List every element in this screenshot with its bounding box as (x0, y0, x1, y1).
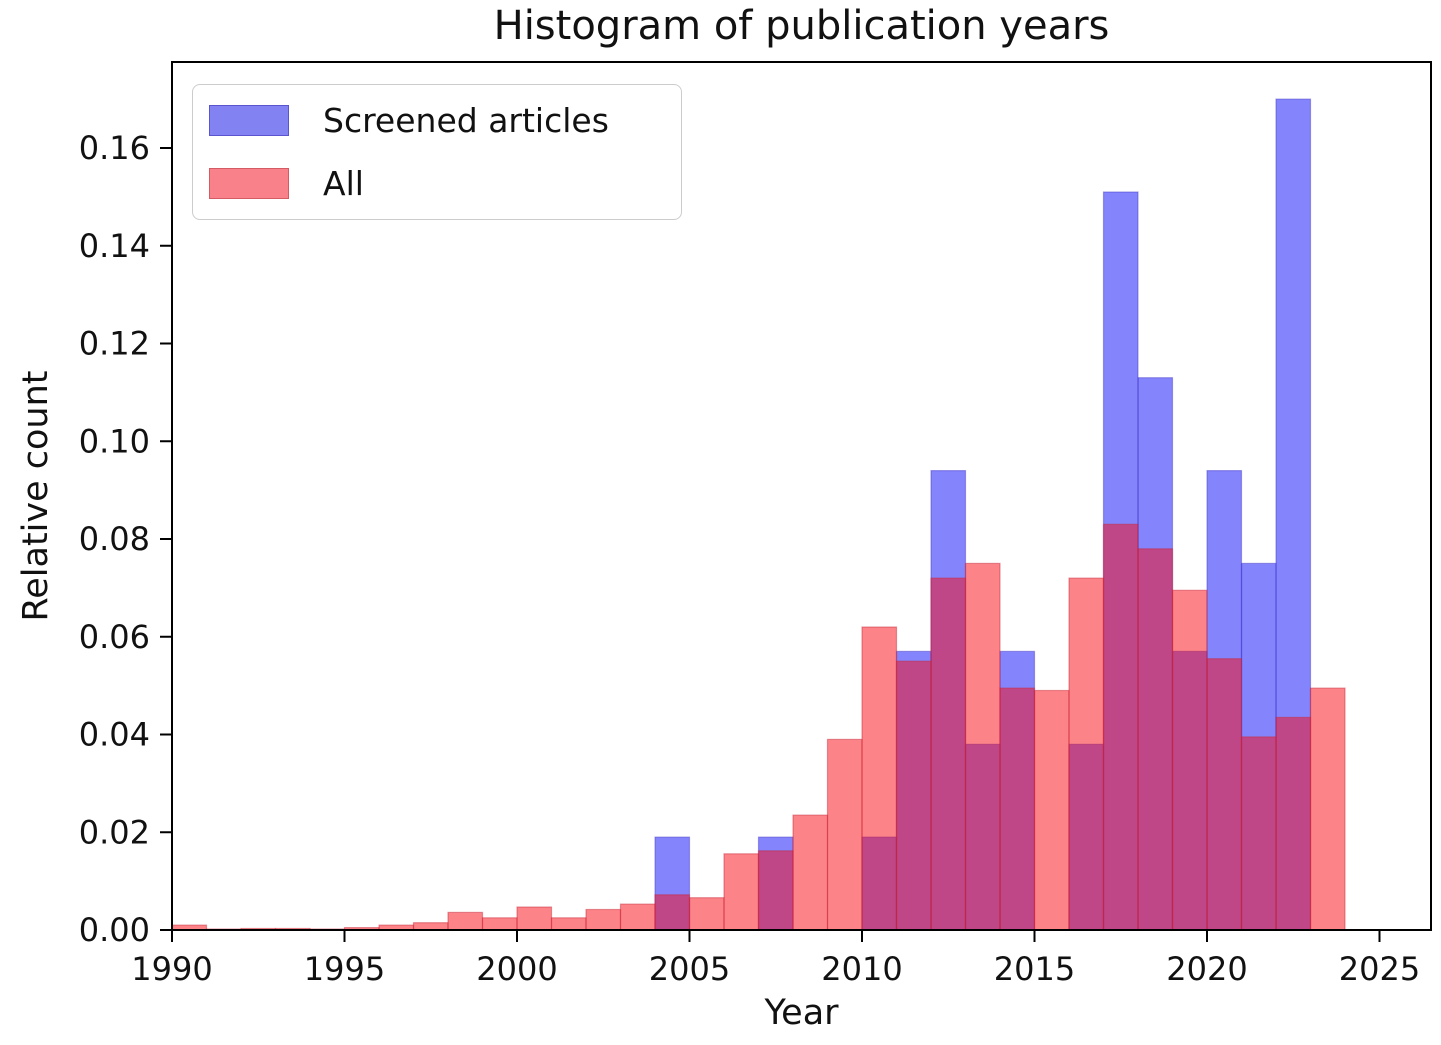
legend-swatch-screened-icon (209, 105, 289, 136)
y-tick-label-0.10: 0.10 (79, 422, 150, 460)
x-tick-label-2010: 2010 (821, 950, 902, 988)
y-tick-label-0.14: 0.14 (79, 227, 150, 265)
x-tick-label-2015: 2015 (994, 950, 1075, 988)
bar-all-2011 (895, 660, 932, 931)
bar-all-2021 (1240, 736, 1277, 931)
bar-all-1997 (412, 922, 449, 931)
bar-all-2012 (930, 577, 967, 931)
legend-item-all: All (209, 167, 681, 200)
bar-all-2013 (964, 562, 1001, 931)
bar-all-2019 (1171, 589, 1208, 931)
y-tick-label-0.00: 0.00 (79, 911, 150, 949)
bar-all-1998 (447, 911, 484, 931)
y-tick-label-0.04: 0.04 (79, 716, 150, 754)
bar-all-2006 (723, 853, 760, 931)
bar-all-2022 (1275, 716, 1312, 931)
x-tick-label-2000: 2000 (476, 950, 557, 988)
x-tick-label-2025: 2025 (1339, 950, 1420, 988)
x-tick-label-1990: 1990 (131, 950, 212, 988)
legend-swatch-all-icon (209, 168, 289, 199)
bar-all-2007 (757, 850, 794, 931)
bar-all-2014 (999, 687, 1036, 931)
chart-title: Histogram of publication years (493, 3, 1110, 49)
bar-all-2008 (792, 814, 829, 931)
x-tick-label-2005: 2005 (649, 950, 730, 988)
bar-all-2023 (1309, 687, 1346, 931)
bar-all-2001 (550, 917, 587, 931)
x-tick-label-1995: 1995 (304, 950, 385, 988)
legend-label-screened: Screened articles (323, 101, 609, 140)
bar-all-2000 (516, 906, 553, 931)
plot-frame (171, 61, 1432, 931)
y-tick-label-0.02: 0.02 (79, 813, 150, 851)
legend-label-all: All (323, 164, 364, 203)
y-axis-label: Relative count (16, 370, 56, 622)
bar-all-2003 (619, 903, 656, 931)
legend-item-screened: Screened articles (209, 104, 681, 137)
bar-all-2018 (1137, 548, 1174, 931)
y-tick-label-0.12: 0.12 (79, 325, 150, 363)
bar-all-2004 (654, 894, 691, 931)
bar-all-1999 (481, 917, 518, 931)
bar-all-2017 (1102, 523, 1139, 931)
x-tick-label-2020: 2020 (1166, 950, 1247, 988)
bar-all-2002 (585, 908, 622, 931)
bar-all-2005 (688, 897, 725, 931)
bar-all-2016 (1068, 577, 1105, 931)
y-tick-label-0.06: 0.06 (79, 618, 150, 656)
bar-all-2015 (1033, 689, 1070, 931)
bar-all-2010 (861, 626, 898, 931)
legend: Screened articles All (192, 84, 682, 220)
bar-all-2009 (826, 738, 863, 931)
y-tick-label-0.16: 0.16 (79, 129, 150, 167)
x-axis-label: Year (764, 993, 839, 1033)
bar-all-2020 (1206, 658, 1243, 931)
y-tick-label-0.08: 0.08 (79, 520, 150, 558)
